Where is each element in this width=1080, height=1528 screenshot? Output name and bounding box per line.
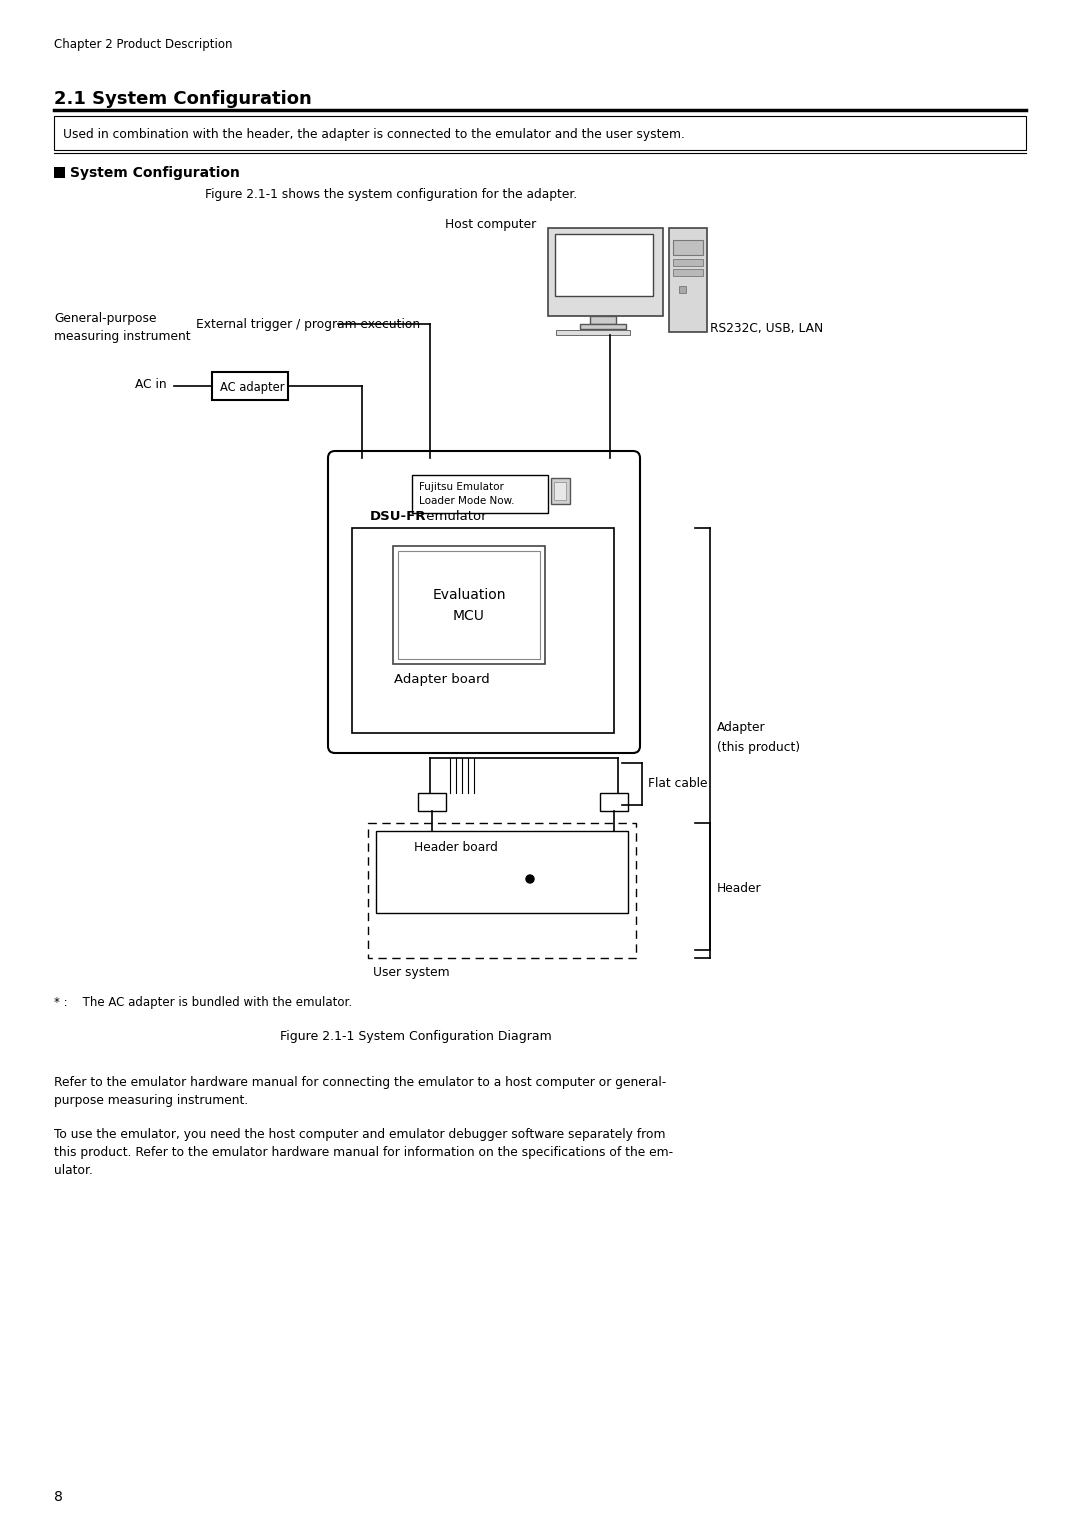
Text: Figure 2.1-1 System Configuration Diagram: Figure 2.1-1 System Configuration Diagra… — [280, 1030, 552, 1044]
Text: Adapter board: Adapter board — [394, 672, 489, 686]
Bar — [673, 260, 703, 266]
Bar — [411, 475, 548, 513]
Bar — [212, 371, 288, 400]
Bar — [404, 709, 526, 723]
Text: Flat cable: Flat cable — [648, 778, 707, 790]
Text: AC in: AC in — [135, 377, 166, 391]
Text: Used in combination with the header, the adapter is connected to the emulator an: Used in combination with the header, the… — [63, 128, 685, 141]
Bar — [673, 269, 703, 277]
Text: emulator: emulator — [422, 510, 487, 523]
Text: Adapter: Adapter — [717, 721, 766, 733]
Text: To use the emulator, you need the host computer and emulator debugger software s: To use the emulator, you need the host c… — [54, 1128, 673, 1177]
Bar — [679, 286, 686, 293]
Text: Host computer: Host computer — [445, 219, 537, 231]
Bar — [368, 824, 636, 958]
Bar — [590, 316, 616, 324]
Text: Figure 2.1-1 shows the system configuration for the adapter.: Figure 2.1-1 shows the system configurat… — [205, 188, 577, 202]
Bar — [580, 324, 626, 329]
Bar — [399, 863, 606, 892]
Circle shape — [526, 876, 534, 883]
Text: Header: Header — [717, 882, 761, 895]
Text: Loader Mode Now.: Loader Mode Now. — [419, 497, 514, 506]
Bar — [548, 228, 663, 316]
Bar — [555, 234, 653, 296]
Bar — [54, 116, 1026, 150]
Bar — [551, 478, 570, 504]
Bar — [376, 831, 627, 914]
Text: Header board: Header board — [414, 840, 498, 854]
Bar — [54, 167, 65, 177]
Text: General-purpose
measuring instrument: General-purpose measuring instrument — [54, 312, 191, 342]
Text: RS232C, USB, LAN: RS232C, USB, LAN — [710, 322, 823, 335]
Bar — [554, 481, 566, 500]
Text: System Configuration: System Configuration — [70, 167, 240, 180]
Bar — [673, 240, 703, 255]
Bar — [404, 692, 526, 704]
Bar — [669, 228, 707, 332]
Text: Refer to the emulator hardware manual for connecting the emulator to a host comp: Refer to the emulator hardware manual fo… — [54, 1076, 666, 1106]
Bar — [393, 545, 545, 665]
Bar — [600, 793, 627, 811]
Text: External trigger / program execution: External trigger / program execution — [195, 318, 420, 332]
Text: Evaluation
MCU: Evaluation MCU — [432, 588, 505, 622]
Text: 8: 8 — [54, 1490, 63, 1504]
Bar — [556, 330, 630, 335]
Text: * :    The AC adapter is bundled with the emulator.: * : The AC adapter is bundled with the e… — [54, 996, 352, 1008]
Bar — [352, 529, 615, 733]
Bar — [418, 793, 446, 811]
Text: DSU-FR: DSU-FR — [370, 510, 427, 523]
Text: AC adapter: AC adapter — [220, 380, 284, 394]
Text: Chapter 2 Product Description: Chapter 2 Product Description — [54, 38, 232, 50]
Text: User system: User system — [373, 966, 449, 979]
Text: (this product): (this product) — [717, 741, 800, 753]
Bar — [399, 552, 540, 659]
FancyBboxPatch shape — [328, 451, 640, 753]
Text: 2.1 System Configuration: 2.1 System Configuration — [54, 90, 312, 108]
Text: Fujitsu Emulator: Fujitsu Emulator — [419, 481, 504, 492]
